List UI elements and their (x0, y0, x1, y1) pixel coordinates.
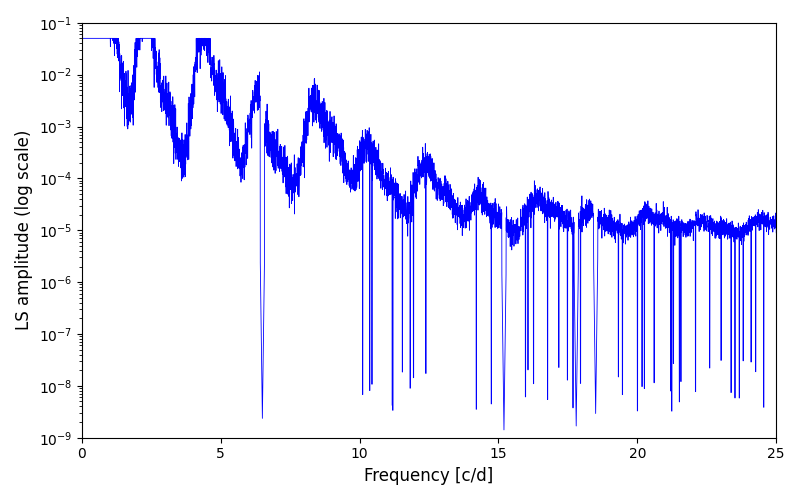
Y-axis label: LS amplitude (log scale): LS amplitude (log scale) (15, 130, 33, 330)
X-axis label: Frequency [c/d]: Frequency [c/d] (364, 467, 494, 485)
